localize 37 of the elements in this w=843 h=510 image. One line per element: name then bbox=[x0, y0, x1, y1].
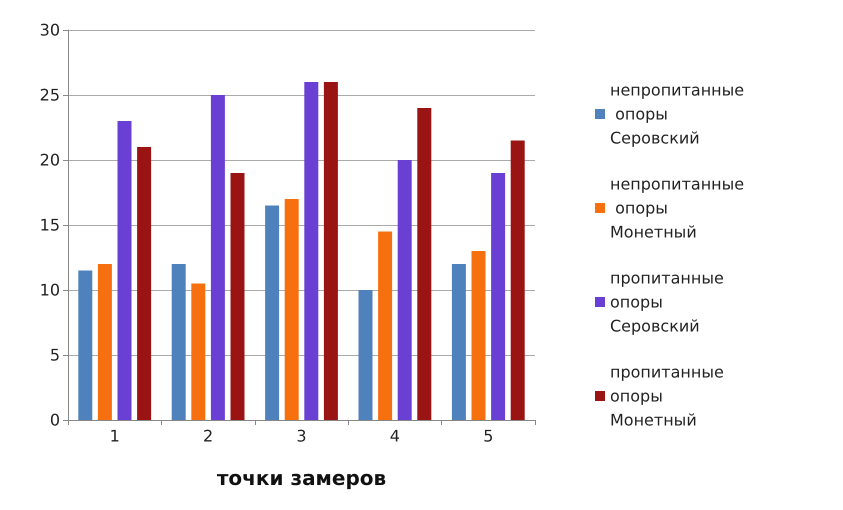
bar bbox=[118, 121, 132, 420]
bar bbox=[510, 140, 525, 420]
y-tick-label: 0 bbox=[50, 410, 60, 430]
x-axis-title: точки замеров bbox=[216, 466, 386, 490]
bar bbox=[210, 95, 225, 420]
bar bbox=[230, 173, 244, 420]
bar bbox=[358, 290, 372, 420]
y-tick-label: 25 bbox=[40, 86, 60, 104]
bar bbox=[78, 270, 92, 420]
bar bbox=[491, 173, 506, 420]
bar bbox=[398, 160, 412, 420]
legend-label: пропитанные опоры Монетный bbox=[610, 362, 729, 430]
legend-label: пропитанные опоры Серовский bbox=[610, 268, 729, 336]
bar bbox=[472, 251, 486, 420]
y-tick-label: 15 bbox=[40, 216, 60, 234]
bar bbox=[172, 264, 186, 420]
x-tick-label: 5 bbox=[483, 426, 494, 446]
legend-label: непропитанные опоры Монетный bbox=[610, 174, 744, 242]
bar bbox=[191, 284, 206, 420]
x-tick-label: 3 bbox=[296, 426, 307, 446]
legend-label: непропитанные опоры Серовский bbox=[610, 80, 744, 148]
bar bbox=[284, 199, 299, 420]
x-tick-label: 4 bbox=[390, 426, 400, 446]
bar bbox=[98, 264, 112, 420]
bar bbox=[137, 147, 152, 420]
bar bbox=[378, 232, 392, 420]
bar bbox=[304, 82, 318, 420]
x-tick-label: 1 bbox=[110, 426, 120, 446]
y-tick-label: 30 bbox=[40, 20, 60, 40]
bar bbox=[324, 82, 338, 420]
bar bbox=[452, 264, 466, 420]
y-tick-label: 10 bbox=[40, 280, 60, 300]
y-tick-label: 5 bbox=[50, 346, 60, 364]
x-tick-label: 2 bbox=[203, 426, 214, 446]
bar bbox=[417, 108, 432, 420]
y-tick-label: 20 bbox=[40, 150, 60, 170]
bar bbox=[265, 206, 280, 420]
